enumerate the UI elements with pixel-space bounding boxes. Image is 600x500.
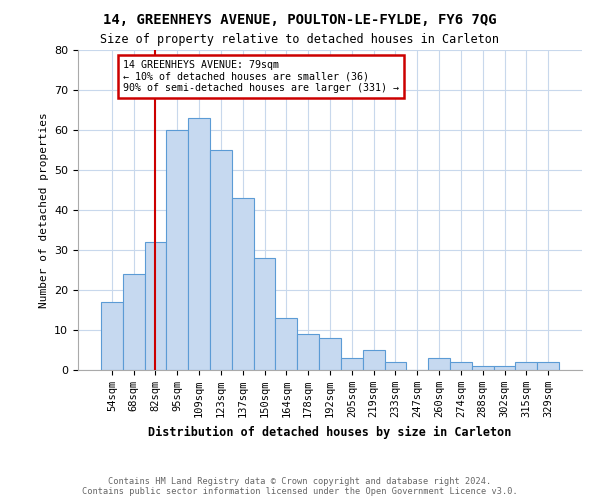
Bar	[363, 350, 385, 370]
Bar	[101, 302, 123, 370]
Bar	[297, 334, 319, 370]
Bar	[166, 130, 188, 370]
Bar	[188, 118, 210, 370]
Bar	[123, 274, 145, 370]
Text: Contains HM Land Registry data © Crown copyright and database right 2024.: Contains HM Land Registry data © Crown c…	[109, 477, 491, 486]
Bar	[494, 366, 515, 370]
Y-axis label: Number of detached properties: Number of detached properties	[38, 112, 49, 308]
Bar	[341, 358, 363, 370]
Bar	[472, 366, 494, 370]
Bar	[275, 318, 297, 370]
Bar	[232, 198, 254, 370]
Bar	[210, 150, 232, 370]
Bar	[254, 258, 275, 370]
Bar	[515, 362, 537, 370]
X-axis label: Distribution of detached houses by size in Carleton: Distribution of detached houses by size …	[148, 426, 512, 438]
Bar	[428, 358, 450, 370]
Text: 14 GREENHEYS AVENUE: 79sqm
← 10% of detached houses are smaller (36)
90% of semi: 14 GREENHEYS AVENUE: 79sqm ← 10% of deta…	[123, 60, 399, 93]
Text: Contains public sector information licensed under the Open Government Licence v3: Contains public sector information licen…	[82, 487, 518, 496]
Text: Size of property relative to detached houses in Carleton: Size of property relative to detached ho…	[101, 32, 499, 46]
Text: 14, GREENHEYS AVENUE, POULTON-LE-FYLDE, FY6 7QG: 14, GREENHEYS AVENUE, POULTON-LE-FYLDE, …	[103, 12, 497, 26]
Bar	[450, 362, 472, 370]
Bar	[319, 338, 341, 370]
Bar	[537, 362, 559, 370]
Bar	[145, 242, 166, 370]
Bar	[385, 362, 406, 370]
